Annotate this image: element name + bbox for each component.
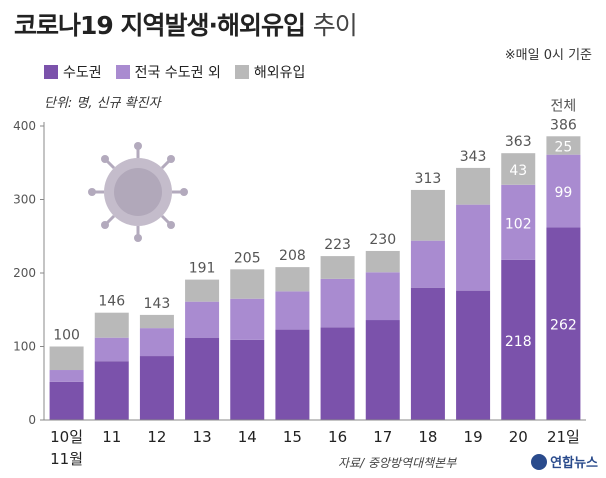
total-header-label: 전체 — [551, 98, 577, 114]
bar-segment-capital — [410, 287, 445, 420]
x-tick-label: 17 — [373, 428, 392, 446]
y-tick-label: 400 — [13, 119, 36, 133]
legend-item-capital: 수도권 — [44, 62, 102, 82]
segment-value-label-overseas: 43 — [509, 163, 527, 179]
bar-segment-non-capital — [320, 278, 355, 328]
bar-segment-overseas — [410, 189, 445, 241]
y-tick-label: 200 — [13, 266, 36, 280]
total-value-label: 205 — [234, 250, 261, 266]
chart-title-sub: 추이 — [312, 11, 358, 40]
x-tick-label: 20 — [509, 428, 528, 446]
bar-segment-capital — [94, 361, 129, 420]
x-tick-label: 15 — [283, 428, 302, 446]
bar-segment-capital — [501, 259, 536, 420]
legend-label-capital: 수도권 — [63, 65, 102, 81]
x-tick-label: 12 — [147, 428, 166, 446]
x-tick-label: 11 — [102, 428, 121, 446]
total-value-label: 208 — [279, 248, 306, 264]
legend: 수도권 전국 수도권 외 해외유입 — [44, 62, 305, 82]
x-tick-sublabel: 11월 — [50, 450, 83, 468]
total-value-label: 363 — [505, 134, 532, 150]
bar-segment-capital — [456, 290, 491, 420]
bar-segment-overseas — [501, 153, 536, 185]
bars-group: 100 146 143 191 205 208 223 230 313 343 218 102 43 36… — [49, 98, 581, 420]
bar-segment-overseas — [546, 136, 581, 155]
bar-segment-non-capital — [185, 301, 220, 338]
legend-label-overseas: 해외유입 — [253, 65, 306, 81]
bar-segment-capital — [275, 329, 310, 420]
total-value-label: 100 — [53, 328, 80, 344]
x-tick-label: 21일 — [547, 428, 580, 446]
chart-title: 코로나19 지역발생·해외유입 추이 — [14, 6, 358, 42]
segment-value-label-capital: 262 — [550, 318, 577, 334]
y-tick-label: 300 — [13, 193, 36, 207]
total-value-label: 223 — [324, 237, 351, 253]
total-value-label: 386 — [550, 117, 577, 133]
chart-title-main: 코로나19 지역발생·해외유입 — [14, 11, 306, 40]
segment-value-label-non-capital: 102 — [505, 216, 532, 232]
bar-segment-non-capital — [456, 204, 491, 291]
publisher-logo: 연합뉴스 — [531, 452, 598, 471]
bar-segment-overseas — [230, 269, 265, 299]
total-value-label: 343 — [460, 149, 487, 165]
bar-segment-non-capital — [410, 240, 445, 288]
y-tick-label: 0 — [28, 413, 36, 427]
bar-segment-overseas — [185, 279, 220, 302]
bar-segment-overseas — [49, 346, 84, 371]
bar-segment-capital — [546, 227, 581, 420]
segment-value-label-capital: 218 — [505, 334, 532, 350]
bar-segment-capital — [185, 337, 220, 420]
bar-segment-overseas — [139, 314, 174, 329]
x-tick-label: 13 — [193, 428, 212, 446]
publisher-logo-mark — [531, 453, 548, 470]
legend-item-non-capital: 전국 수도권 외 — [115, 62, 221, 82]
bar-segment-overseas — [365, 250, 400, 273]
unit-label: 단위: 명, 신규 확진자 — [44, 96, 161, 111]
legend-swatch-capital — [44, 65, 58, 79]
segment-value-label-non-capital: 99 — [555, 185, 573, 201]
source-note: 자료/ 중앙방역대책본부 — [338, 456, 457, 470]
x-tick-label: 16 — [328, 428, 347, 446]
x-tick-label: 10일 — [50, 428, 83, 446]
x-axis: 10일 11월 11 12 13 14 15 16 17 18 19 20 21일 — [44, 419, 586, 468]
bar-segment-capital — [49, 381, 84, 420]
bar-segment-overseas — [94, 312, 129, 338]
bar-segment-non-capital — [94, 337, 129, 362]
total-value-label: 313 — [415, 171, 442, 187]
bar-segment-capital — [230, 339, 265, 420]
x-tick-label: 18 — [418, 428, 437, 446]
legend-label-non-capital: 전국 수도권 외 — [134, 65, 221, 81]
bar-segment-non-capital — [546, 154, 581, 228]
bar-segment-overseas — [320, 256, 355, 279]
legend-swatch-non-capital — [115, 65, 130, 79]
y-axis: 0 100 200 300 400 — [13, 119, 45, 427]
bar-segment-non-capital — [230, 298, 265, 340]
bar-segment-capital — [139, 356, 174, 420]
x-tick-label: 19 — [464, 428, 483, 446]
virus-illustration — [88, 142, 188, 242]
total-value-label: 191 — [189, 261, 216, 277]
bar-segment-non-capital — [501, 184, 536, 260]
bar-segment-overseas — [275, 267, 310, 292]
total-value-label: 143 — [144, 296, 171, 312]
bar-segment-capital — [320, 327, 355, 420]
legend-item-overseas: 해외유입 — [234, 62, 306, 82]
bar-segment-capital — [365, 320, 400, 420]
time-basis-note: ※매일 0시 기준 — [504, 48, 592, 63]
y-tick-label: 100 — [13, 340, 36, 354]
segment-value-label-overseas: 25 — [555, 139, 573, 155]
bar-segment-non-capital — [365, 272, 400, 321]
total-value-label: 146 — [98, 294, 125, 310]
bar-segment-overseas — [456, 167, 491, 205]
publisher-logo-text: 연합뉴스 — [550, 456, 598, 471]
x-tick-label: 14 — [238, 428, 257, 446]
legend-swatch-overseas — [234, 65, 249, 79]
bar-segment-non-capital — [275, 291, 310, 330]
bar-segment-non-capital — [139, 328, 174, 357]
bar-segment-non-capital — [49, 370, 84, 382]
total-value-label: 230 — [369, 232, 396, 248]
